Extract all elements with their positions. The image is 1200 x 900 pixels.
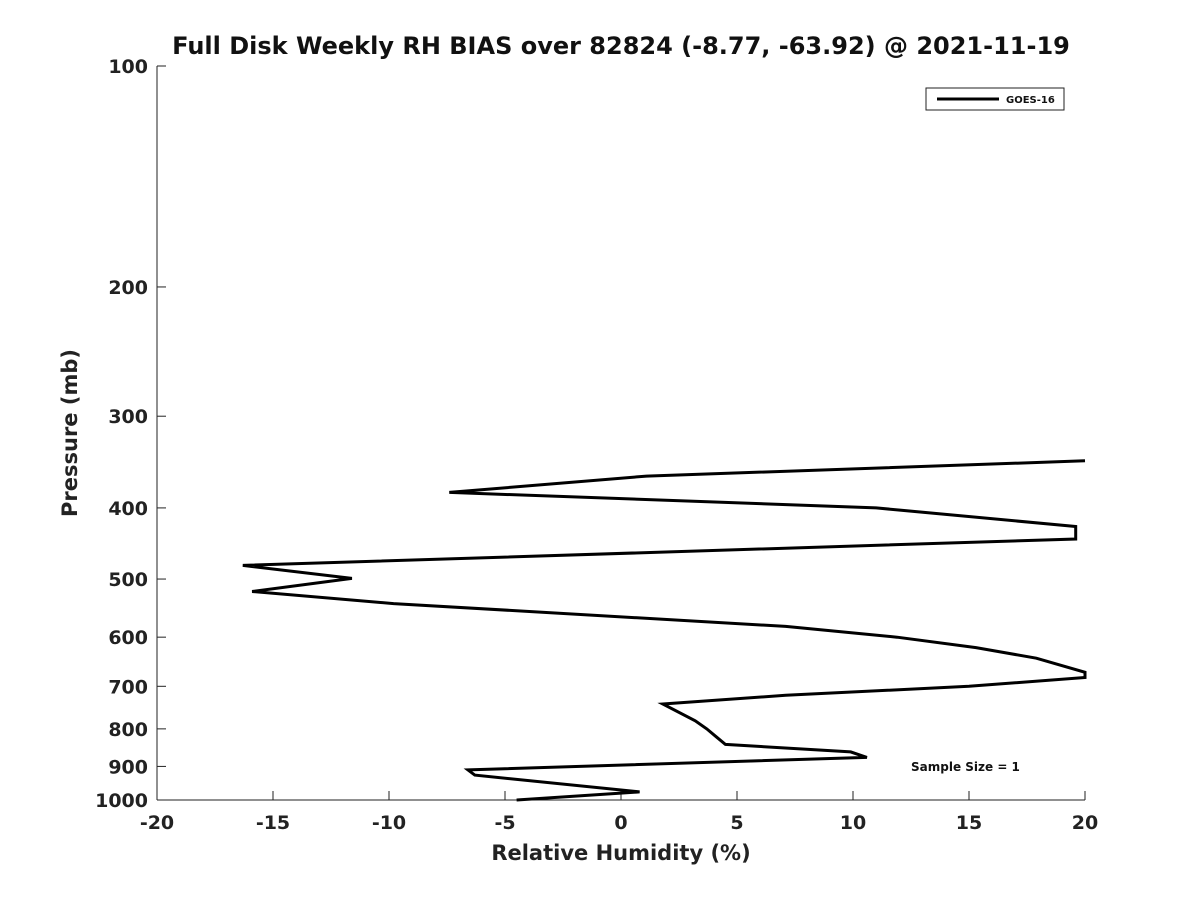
y-tick-label: 1000 — [95, 790, 148, 812]
y-tick-label: 900 — [108, 756, 148, 778]
x-tick-label: 0 — [614, 812, 627, 834]
y-tick-label: 400 — [108, 498, 148, 520]
y-tick-label: 300 — [108, 406, 148, 428]
series-line-goes-16 — [242, 459, 1087, 802]
sample-size-annotation: Sample Size = 1 — [911, 760, 1020, 774]
x-tick-label: -10 — [372, 812, 406, 834]
x-tick-label: -5 — [494, 812, 515, 834]
y-tick-label: 100 — [108, 56, 148, 78]
legend-label-goes-16: GOES-16 — [1006, 95, 1055, 106]
x-tick-label: -15 — [256, 812, 290, 834]
legend: GOES-16 — [925, 87, 1065, 111]
y-ticks: 100 200 300 400 500 600 700 800 900 1000 — [95, 56, 166, 812]
series-layer — [242, 459, 1087, 802]
y-tick-label: 800 — [108, 719, 148, 741]
y-tick-label: 600 — [108, 627, 148, 649]
x-tick-label: 15 — [956, 812, 982, 834]
y-axis-label: Pressure (mb) — [58, 349, 82, 517]
x-ticks: -20 -15 -10 -5 0 5 10 15 20 — [140, 791, 1098, 834]
axes — [156, 66, 1085, 801]
y-tick-label: 500 — [108, 569, 148, 591]
x-axis-label: Relative Humidity (%) — [491, 841, 750, 865]
y-tick-label: 200 — [108, 277, 148, 299]
x-tick-label: -20 — [140, 812, 174, 834]
x-tick-label: 20 — [1072, 812, 1098, 834]
x-tick-label: 10 — [840, 812, 866, 834]
y-tick-label: 700 — [108, 676, 148, 698]
x-tick-label: 5 — [730, 812, 743, 834]
chart-title: Full Disk Weekly RH BIAS over 82824 (-8.… — [172, 32, 1070, 60]
